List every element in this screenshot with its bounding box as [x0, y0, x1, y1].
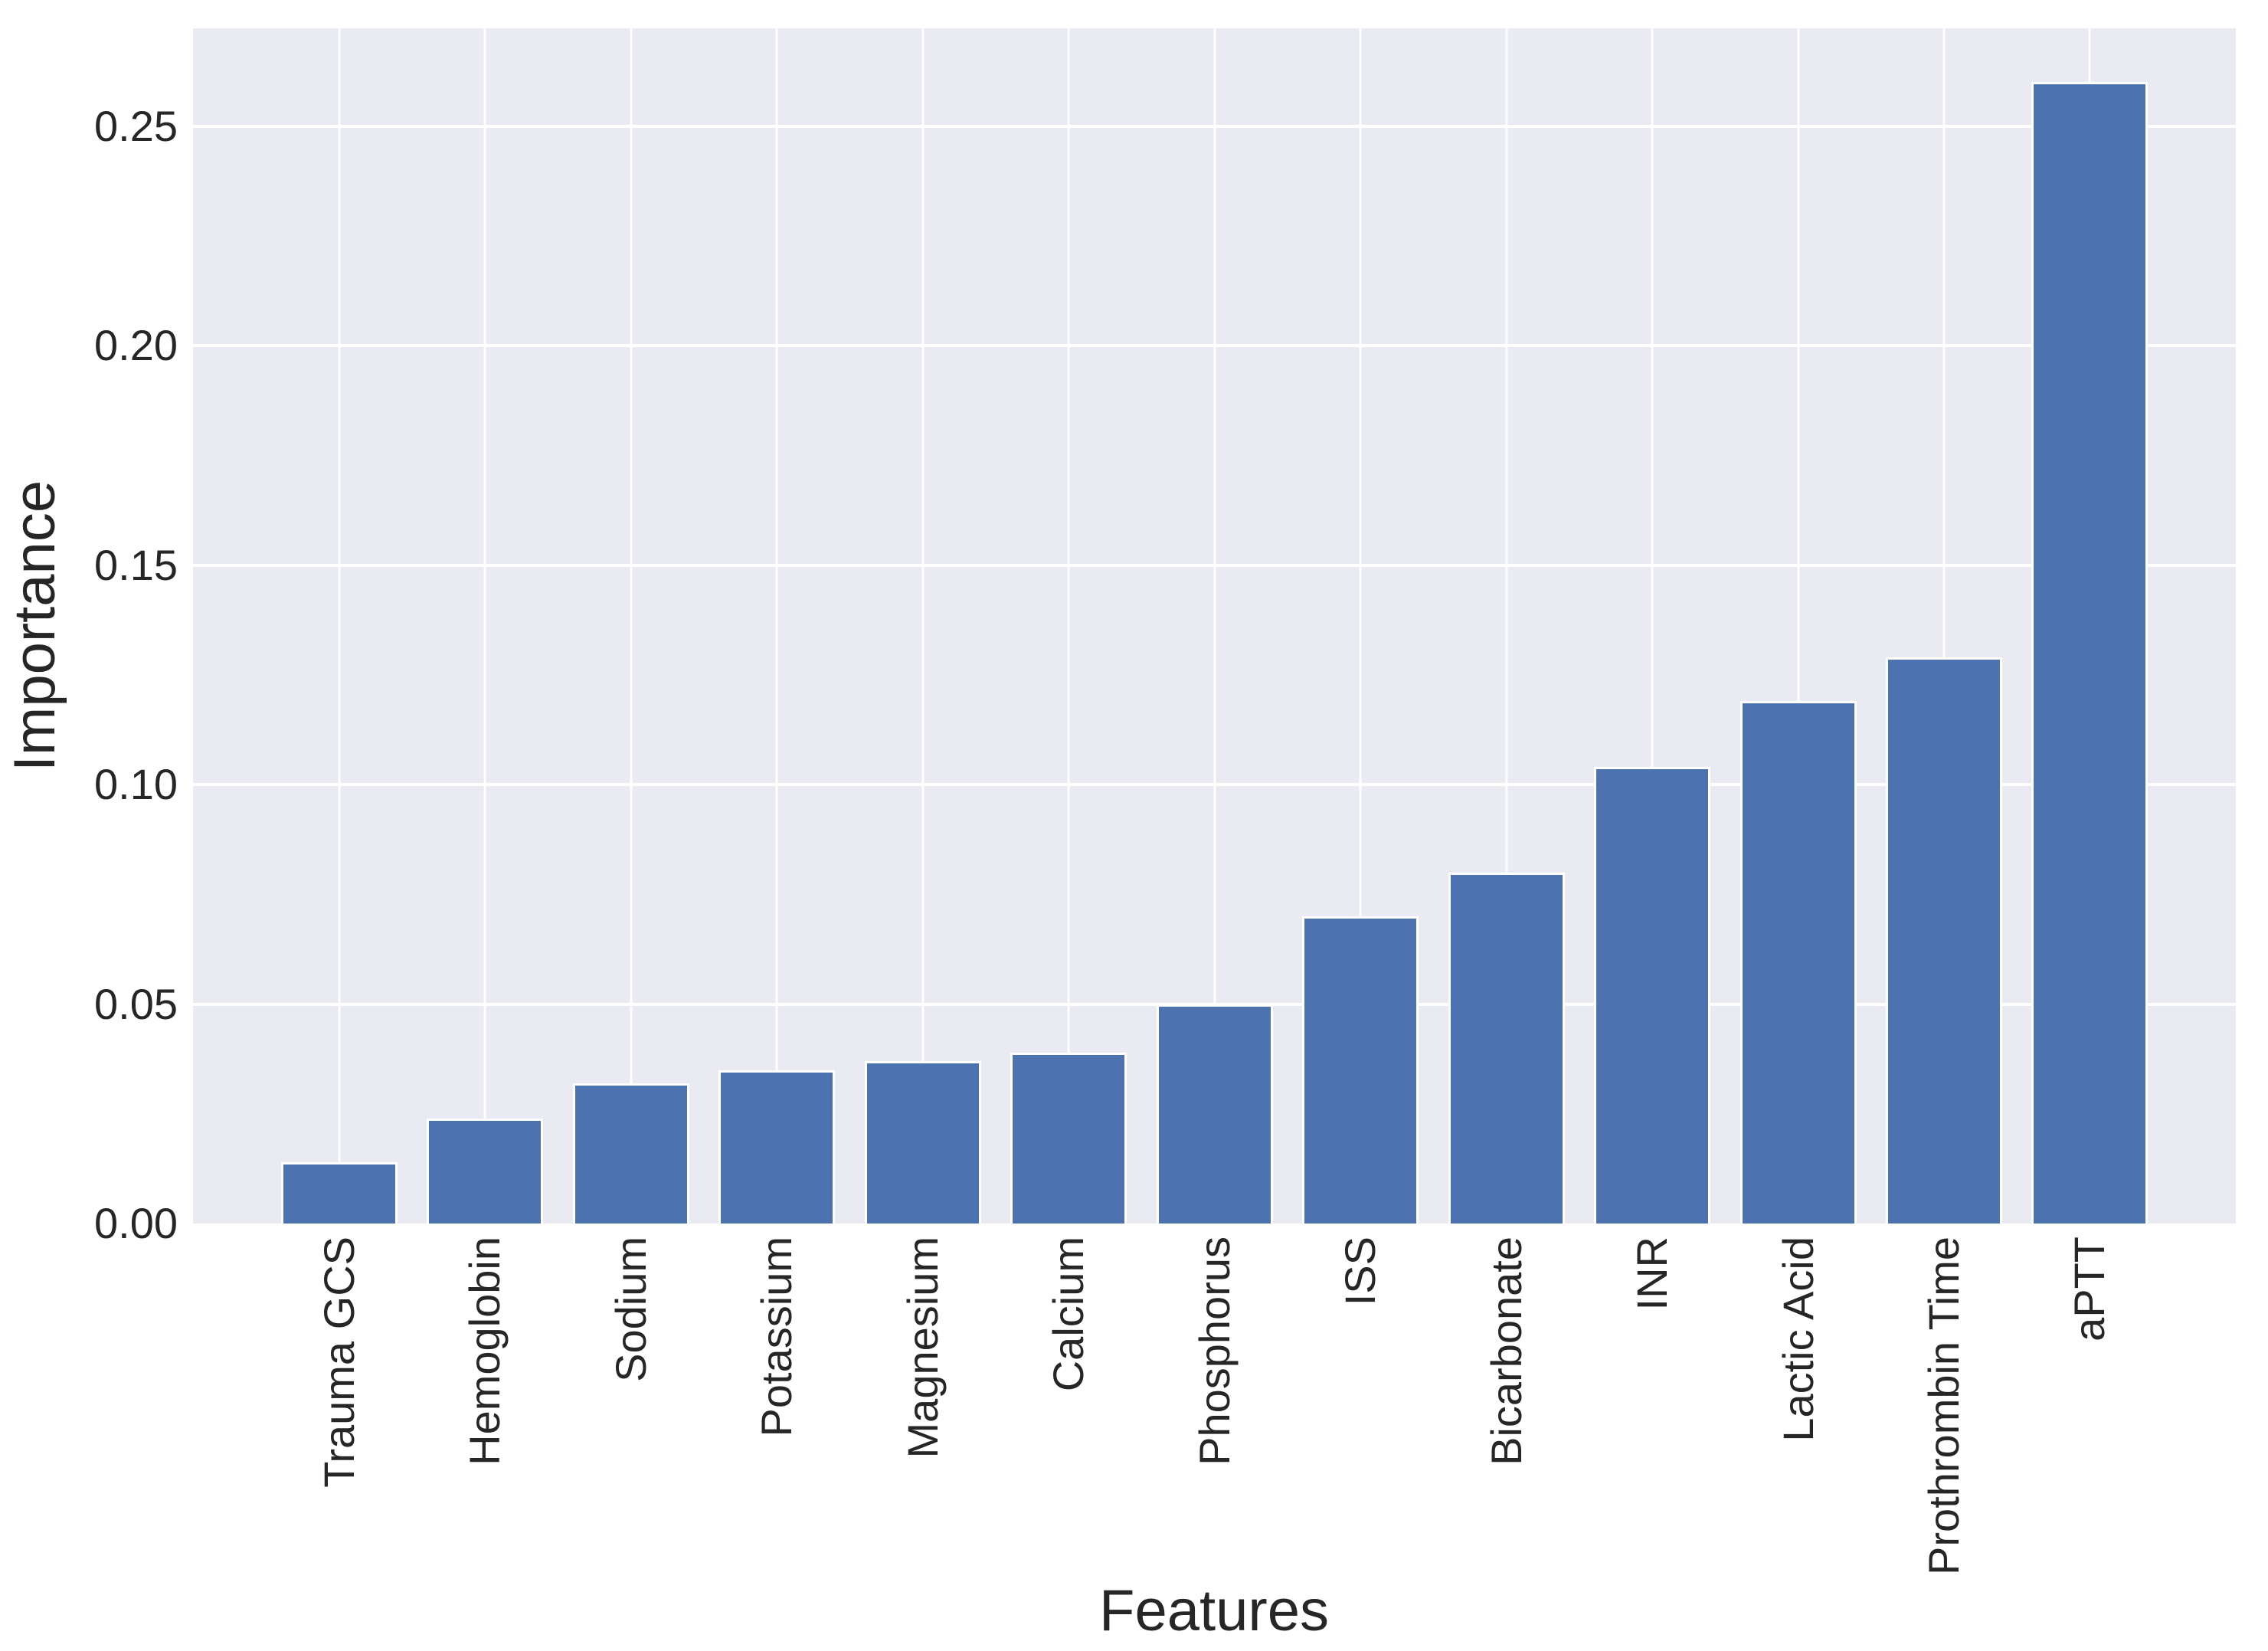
y-tick-label: 0.10 [94, 760, 178, 809]
bar-lactic-acid [1739, 701, 1857, 1224]
x-axis-title: Features [1099, 1578, 1329, 1643]
y-tick-label: 0.00 [94, 1199, 178, 1247]
gridline-vertical [338, 28, 340, 1224]
gridline-vertical [1797, 28, 1799, 1224]
x-tick-label: Trauma GCS [314, 1237, 363, 1488]
plot-area [193, 28, 2236, 1224]
bar-trauma-gcs [280, 1161, 398, 1224]
bar-phosphorus [1156, 1004, 1273, 1224]
bar-iss [1302, 916, 1419, 1224]
gridline-vertical [1505, 28, 1507, 1224]
x-tick-label: INR [1628, 1237, 1677, 1311]
y-tick-label: 0.20 [94, 321, 178, 370]
y-tick-label: 0.15 [94, 540, 178, 589]
x-tick-label: Hemoglobin [460, 1237, 509, 1466]
bar-bicarbonate [1448, 872, 1565, 1224]
bar-magnesium [864, 1061, 981, 1224]
gridline-vertical [630, 28, 632, 1224]
x-tick-label: aPTT [2065, 1237, 2114, 1341]
x-tick-label: Bicarbonate [1481, 1237, 1530, 1466]
gridline-vertical [1067, 28, 1070, 1224]
gridline-vertical [775, 28, 778, 1224]
y-tick-label: 0.05 [94, 979, 178, 1028]
bar-calcium [1010, 1052, 1127, 1224]
x-tick-label: Lactic Acid [1773, 1237, 1822, 1442]
y-axis-ticks: 0.00 0.05 0.10 0.15 0.20 0.25 [0, 28, 178, 1244]
x-tick-label: Magnesium [898, 1237, 947, 1459]
x-tick-label: Sodium [606, 1237, 655, 1382]
bar-aptt [2031, 82, 2149, 1224]
bar-hemoglobin [427, 1118, 543, 1224]
x-tick-label: Prothrombin Time [1919, 1237, 1969, 1575]
bar-potassium [718, 1070, 835, 1224]
bar-sodium [572, 1083, 689, 1224]
gridline-vertical [921, 28, 924, 1224]
gridline-vertical [1359, 28, 1362, 1224]
gridline-vertical [483, 28, 486, 1224]
bar-prothrombin-time [1886, 657, 2002, 1224]
gridline-vertical [1942, 28, 1946, 1224]
x-tick-label: ISS [1336, 1237, 1385, 1306]
y-tick-label: 0.25 [94, 101, 178, 150]
gridline-vertical [1651, 28, 1654, 1224]
x-tick-label: Phosphorus [1190, 1237, 1239, 1466]
gridline-vertical [1213, 28, 1216, 1224]
x-tick-label: Calcium [1044, 1237, 1093, 1392]
bar-inr [1594, 767, 1710, 1224]
x-tick-label: Potassium [752, 1237, 801, 1437]
y-axis-title: Importance [2, 480, 67, 772]
